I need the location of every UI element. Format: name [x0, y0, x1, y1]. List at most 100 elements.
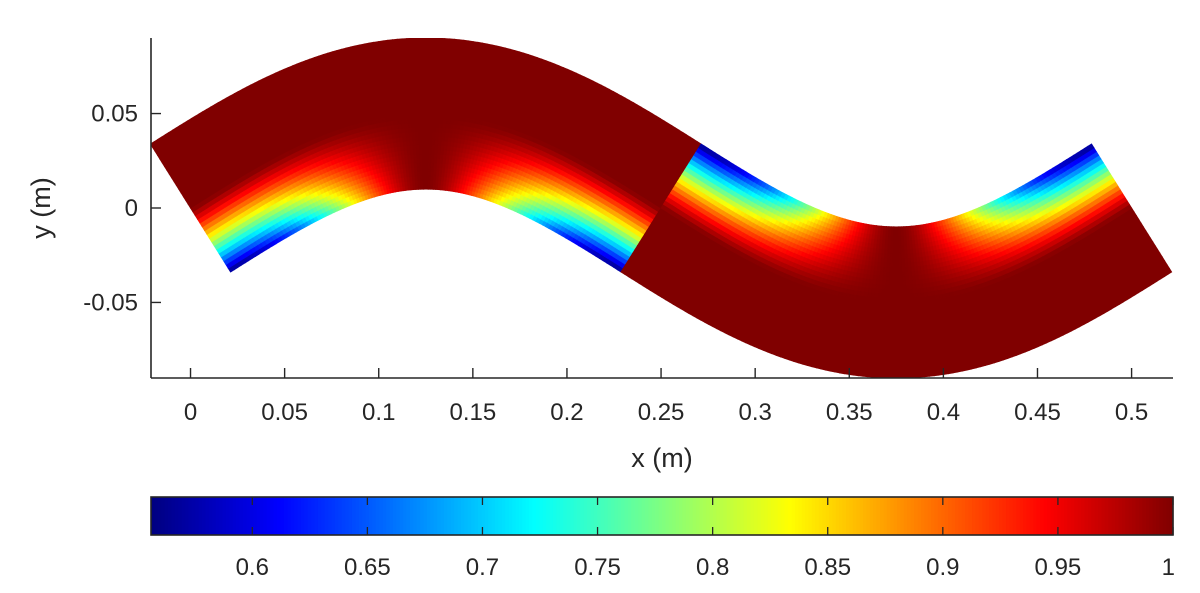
field-cell [422, 144, 427, 150]
field-cell [429, 82, 435, 88]
field-cell [415, 38, 422, 44]
field-cell [407, 55, 413, 62]
field-cell [412, 73, 418, 79]
field-cell [438, 55, 445, 62]
field-cell [425, 95, 431, 101]
field-cell [412, 64, 418, 70]
field-cell [434, 46, 441, 53]
field-cell [418, 126, 423, 132]
field-cell [429, 50, 436, 57]
field-cell [411, 51, 418, 57]
field-cell [429, 77, 435, 84]
field-cell [430, 38, 436, 44]
field-cell [422, 135, 427, 141]
field-cell [444, 38, 451, 44]
field-cell [414, 108, 420, 115]
field-cell [415, 42, 422, 48]
field-cell [421, 130, 427, 137]
field-cell [429, 104, 434, 110]
field-cell [417, 99, 423, 106]
field-cell [408, 77, 414, 84]
field-cell [416, 73, 423, 79]
field-cell [407, 64, 414, 71]
field-cell [429, 99, 434, 106]
field-cell [425, 38, 432, 43]
field-cell [433, 77, 439, 84]
field-cell [416, 50, 422, 57]
field-cell [425, 130, 430, 137]
field-cell [425, 77, 431, 83]
field-cell [425, 121, 430, 128]
field-cell [401, 38, 408, 44]
field-cell [425, 113, 430, 119]
field-cell [408, 82, 415, 88]
field-cell [413, 95, 419, 101]
field-cell [413, 86, 419, 93]
field-cell [421, 73, 427, 79]
field-cell [422, 153, 427, 159]
field-cell [416, 59, 422, 66]
field-cell [406, 42, 413, 48]
field-cell [412, 59, 418, 66]
field-cell [425, 68, 431, 75]
field-cell [433, 68, 440, 75]
field-cell [417, 82, 423, 88]
field-cell [411, 55, 418, 61]
field-cell [407, 51, 413, 57]
field-cell [425, 90, 431, 97]
field-cell [417, 90, 423, 97]
field-cell [421, 108, 427, 115]
field-cell [417, 95, 423, 101]
field-cell [433, 73, 439, 79]
field-cell [433, 86, 439, 93]
field-cell [425, 41, 431, 48]
field-cell [409, 86, 415, 93]
field-cell [429, 55, 436, 61]
field-cell [417, 77, 423, 84]
field-cell [420, 55, 427, 61]
field-cell [425, 64, 431, 70]
field-cell [438, 51, 445, 57]
field-cell [438, 64, 444, 71]
field-cell [439, 38, 446, 44]
field-cell [425, 86, 431, 92]
field-cell [414, 104, 419, 110]
field-cell [433, 64, 440, 70]
field-cell [421, 77, 427, 83]
field-cell [438, 60, 444, 66]
field-cell [422, 148, 427, 155]
field-cell [418, 117, 423, 124]
field-cell [413, 90, 419, 97]
field-cell [421, 81, 427, 88]
field-cell [413, 99, 419, 106]
field-cell [434, 59, 440, 66]
field-cell [433, 82, 439, 88]
field-cell [425, 108, 430, 115]
field-cell [417, 108, 423, 115]
field-cell [408, 68, 414, 75]
field-cell [409, 91, 415, 97]
field-cell [421, 126, 427, 132]
field-cell [421, 68, 427, 75]
field-cell [425, 73, 431, 79]
field-cell [425, 99, 431, 106]
field-cell [434, 38, 441, 44]
field-cell [411, 38, 417, 44]
field-cell [425, 126, 430, 132]
field-cell [425, 55, 431, 61]
field-cell [439, 42, 446, 48]
field-cell [408, 73, 414, 79]
field-cell [407, 60, 414, 66]
field-cell [418, 130, 423, 137]
field-cell [425, 59, 431, 66]
field-cell [417, 86, 423, 92]
field-cell [416, 46, 422, 52]
field-cell [420, 64, 427, 70]
field-cell [429, 73, 435, 79]
field-cell [406, 38, 413, 44]
field-cell [429, 59, 436, 66]
field-cell [429, 64, 435, 70]
field-cell [420, 59, 427, 66]
field-cell [425, 50, 431, 57]
field-cell [412, 68, 418, 75]
